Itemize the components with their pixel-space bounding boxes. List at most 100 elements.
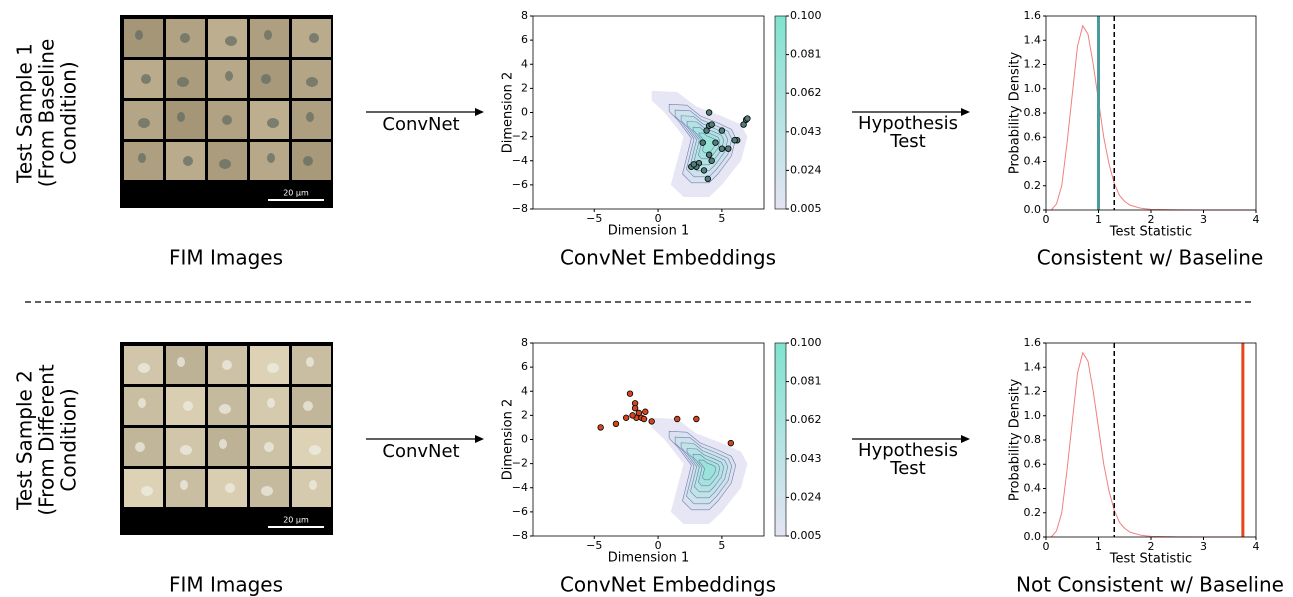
- point: [597, 424, 604, 431]
- point: [740, 121, 747, 128]
- scale-bar-label: 20 µm: [283, 516, 309, 525]
- arrow-label: Test: [889, 131, 925, 152]
- x-tick-label: 0: [1043, 213, 1050, 226]
- particle: [135, 442, 145, 452]
- arrow-label: Hypothesis: [858, 113, 958, 134]
- point: [705, 109, 713, 116]
- y-tick-label: −2: [512, 457, 528, 470]
- particle: [303, 156, 313, 166]
- point: [703, 127, 710, 134]
- colorbar-tick-label: 0.024: [790, 163, 822, 176]
- point: [704, 175, 712, 183]
- row-label: (From Baseline: [35, 39, 59, 188]
- point: [727, 439, 735, 447]
- point: [725, 145, 732, 152]
- y-tick-label: 0.4: [1024, 482, 1042, 495]
- particle: [267, 118, 279, 128]
- particle: [141, 486, 153, 496]
- particle: [222, 360, 232, 370]
- x-tick-label: −5: [586, 539, 602, 552]
- point: [674, 415, 681, 423]
- x-tick-label: 5: [718, 212, 725, 225]
- y-tick-label: 8: [521, 336, 528, 349]
- particle: [306, 357, 314, 367]
- particle: [222, 115, 232, 125]
- caption: FIM Images: [169, 573, 283, 597]
- y-tick-label: 0.6: [1024, 457, 1042, 470]
- arrow-head: [475, 108, 484, 116]
- particle: [180, 480, 188, 490]
- particle: [138, 398, 146, 408]
- caption: ConvNet Embeddings: [560, 573, 776, 597]
- x-axis-label: Dimension 1: [608, 224, 690, 239]
- scale-bar-label: 20 µm: [283, 189, 309, 198]
- image-tile: [208, 428, 247, 466]
- y-tick-label: 1.6: [1024, 9, 1042, 22]
- particle: [309, 445, 321, 455]
- colorbar-tick-label: 0.100: [790, 336, 822, 349]
- density-contour: [698, 132, 717, 154]
- particle: [141, 74, 151, 84]
- caption: FIM Images: [169, 246, 283, 270]
- density-contour: [698, 459, 717, 481]
- particle: [267, 153, 275, 163]
- density-curve: [1050, 24, 1256, 211]
- point: [699, 139, 706, 146]
- particle: [177, 112, 185, 122]
- row-label: Condition): [57, 61, 81, 164]
- particle: [225, 483, 235, 493]
- point: [612, 420, 620, 428]
- y-tick-label: −6: [512, 505, 528, 518]
- y-tick-label: 0.6: [1024, 130, 1042, 143]
- axes-frame: [532, 15, 765, 210]
- colorbar: [774, 342, 787, 537]
- y-tick-label: −2: [512, 130, 528, 143]
- point: [648, 418, 655, 425]
- point: [731, 137, 738, 144]
- particle: [306, 77, 318, 87]
- point: [708, 121, 715, 128]
- particle: [309, 480, 317, 490]
- y-tick-label: 6: [521, 360, 528, 373]
- row-label: (From Different: [35, 364, 59, 516]
- arrow-label: ConvNet: [382, 441, 459, 462]
- y-tick-label: 1.2: [1024, 58, 1042, 71]
- y-tick-label: 0.4: [1024, 155, 1042, 168]
- y-tick-label: −4: [512, 154, 528, 167]
- point: [640, 415, 648, 423]
- point: [712, 139, 719, 146]
- colorbar-tick-label: 0.024: [790, 490, 822, 503]
- point: [718, 145, 726, 152]
- y-axis-label: Dimension 2: [501, 72, 516, 154]
- particle: [219, 404, 231, 414]
- x-tick-label: −5: [586, 212, 602, 225]
- particle: [138, 153, 146, 163]
- y-tick-label: 0.0: [1024, 203, 1042, 216]
- particle: [261, 486, 273, 496]
- x-tick-label: 2: [1148, 213, 1155, 226]
- x-tick-label: 3: [1200, 540, 1207, 553]
- y-tick-label: −8: [512, 529, 528, 542]
- particle: [183, 156, 193, 166]
- y-tick-label: 2: [521, 81, 528, 94]
- axes-frame: [532, 342, 765, 537]
- y-axis-label: Probability Density: [1008, 379, 1023, 502]
- caption: Consistent w/ Baseline: [1037, 246, 1264, 270]
- particle: [138, 118, 150, 128]
- colorbar-tick-label: 0.100: [790, 9, 822, 22]
- point: [693, 415, 700, 423]
- x-tick-label: 5: [718, 539, 725, 552]
- arrow-head: [961, 108, 970, 116]
- y-tick-label: 1.4: [1024, 33, 1042, 46]
- x-axis-label: Dimension 1: [608, 551, 690, 566]
- y-tick-label: −8: [512, 202, 528, 215]
- arrow-label: Test: [889, 458, 925, 479]
- colorbar: [774, 15, 787, 210]
- y-tick-label: 4: [521, 384, 528, 397]
- x-tick-label: 0: [1043, 540, 1050, 553]
- y-tick-label: 0.8: [1024, 433, 1042, 446]
- x-tick-label: 0: [655, 212, 662, 225]
- row-label: Condition): [57, 388, 81, 491]
- y-tick-label: 2: [521, 408, 528, 421]
